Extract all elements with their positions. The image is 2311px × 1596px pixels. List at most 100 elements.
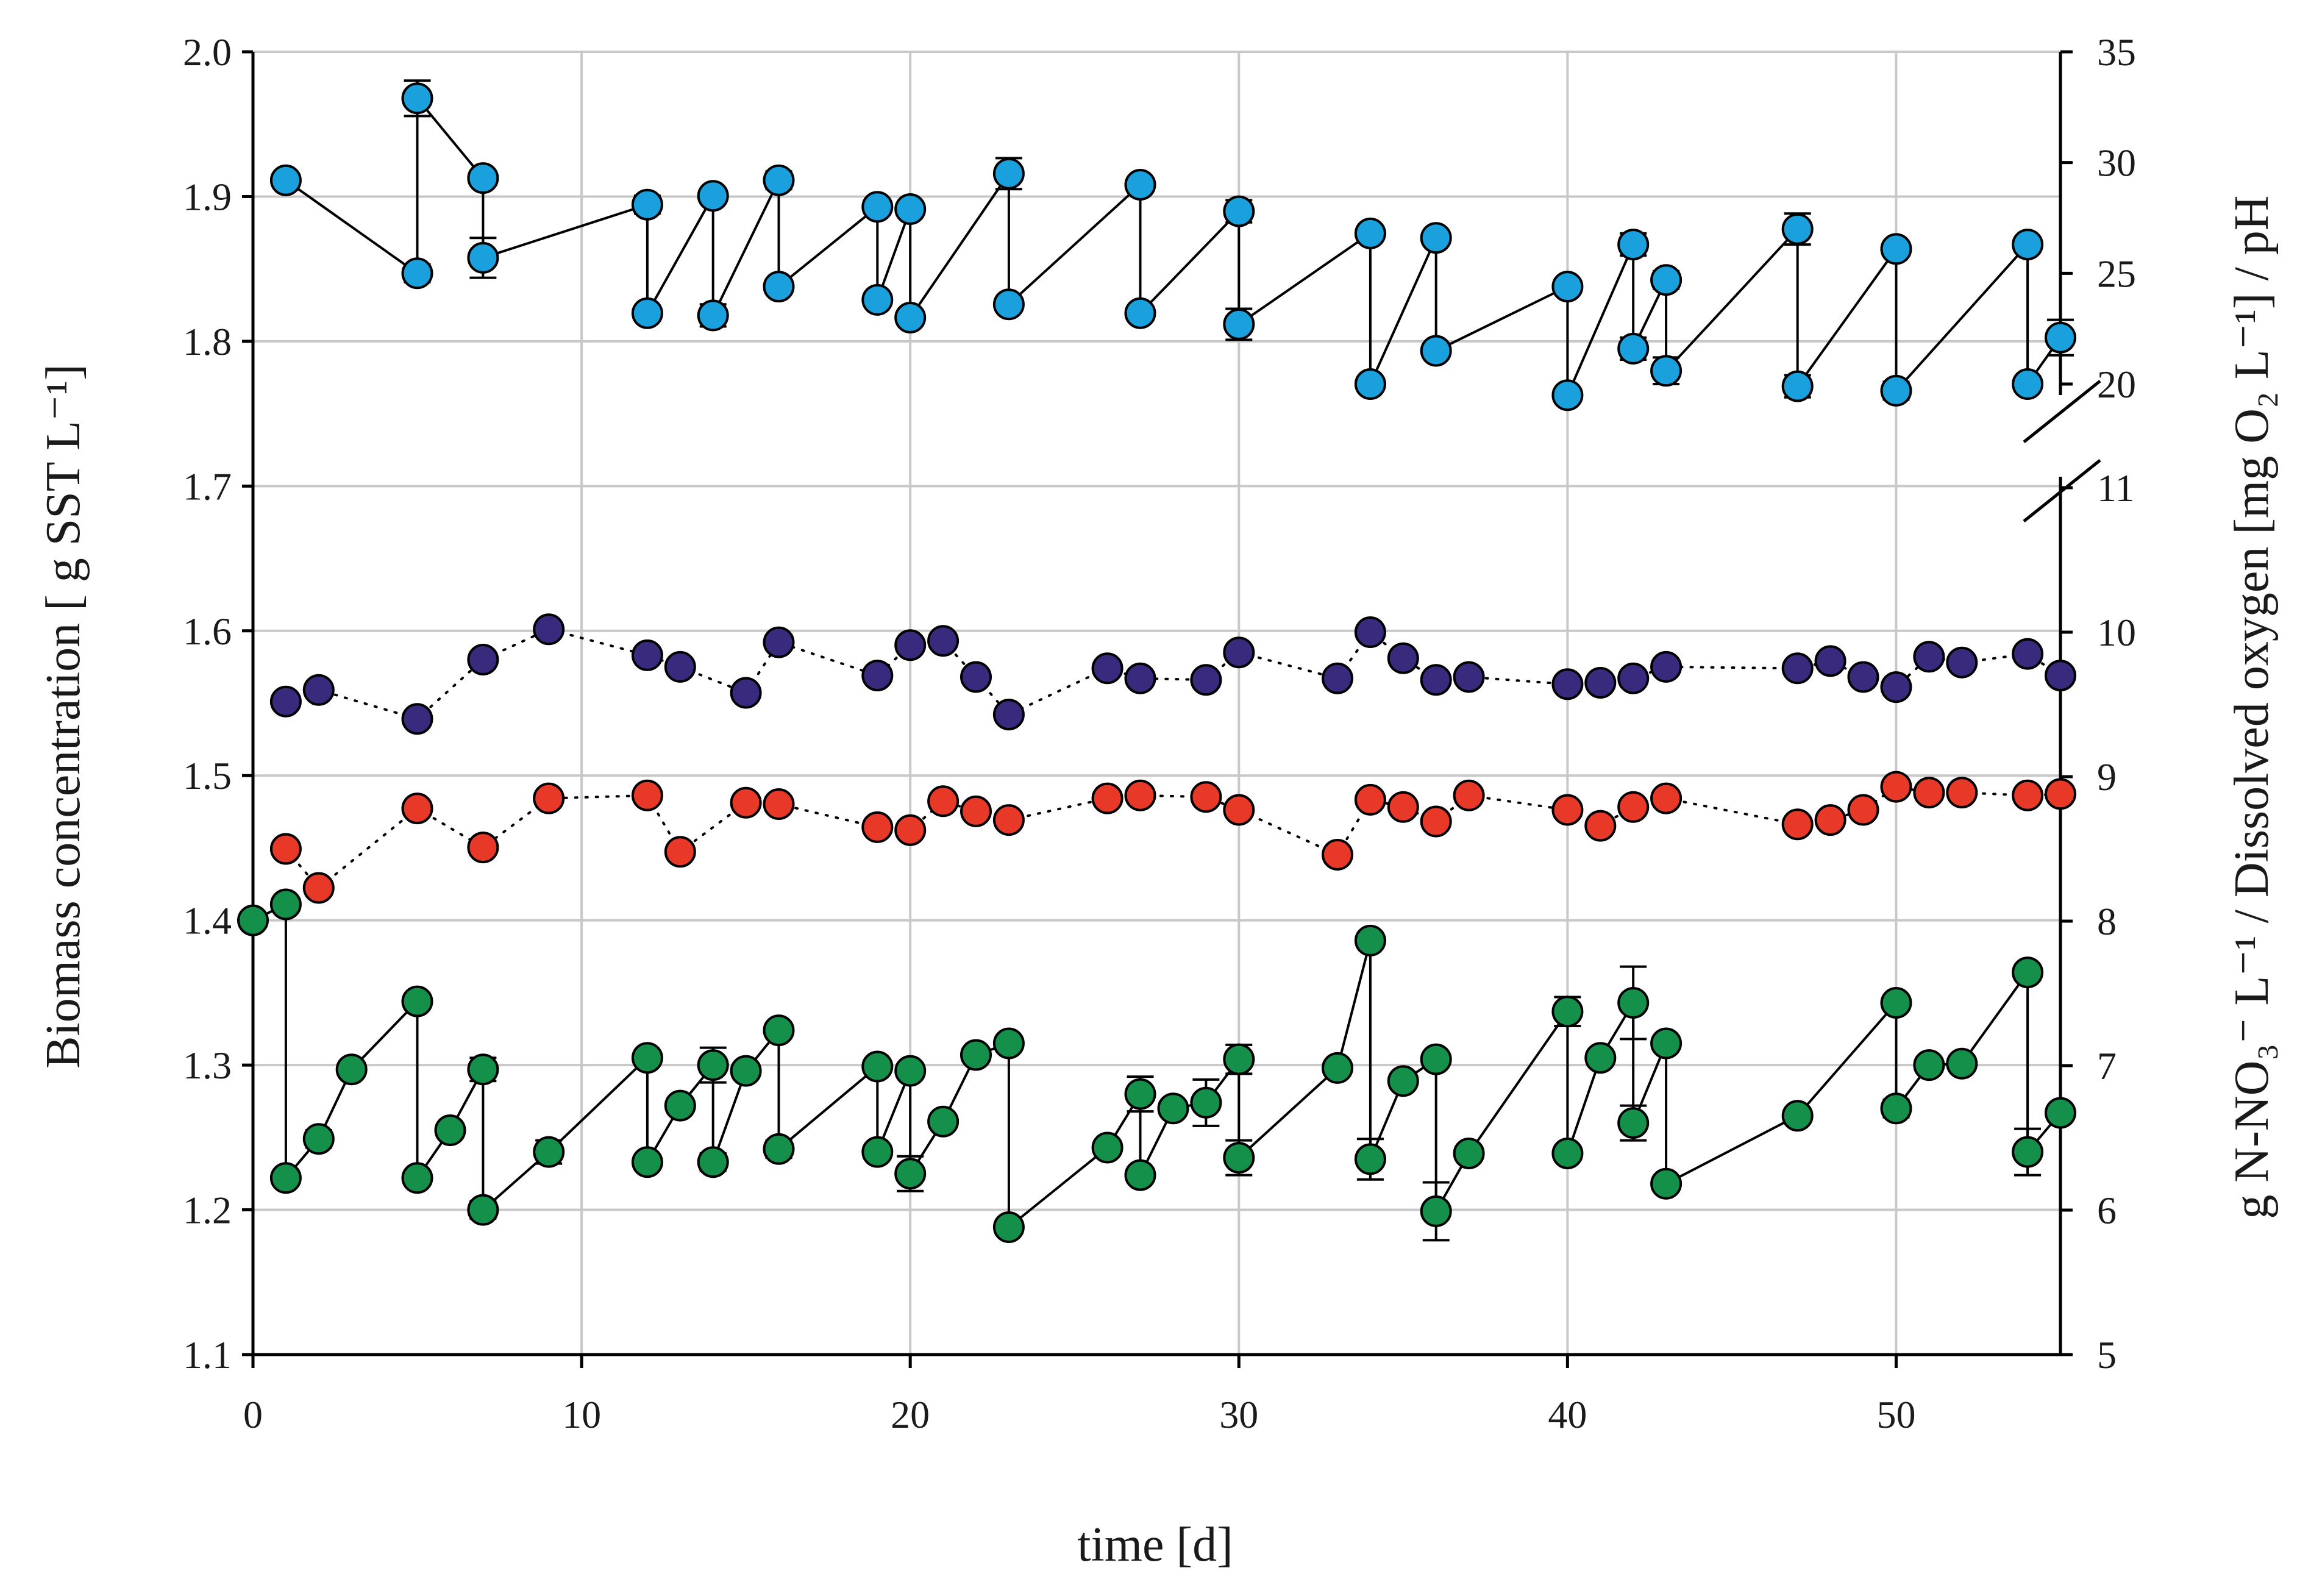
dissolved-oxygen-point: [1551, 379, 1584, 411]
dissolved-oxygen-point: [1781, 213, 1814, 245]
biomass-point: [1946, 1047, 1978, 1080]
n-no3--point: [730, 786, 762, 819]
n-no3--point: [1847, 794, 1879, 826]
ph-point: [1847, 661, 1879, 693]
biomass-point: [631, 1146, 663, 1178]
dissolved-oxygen-point: [763, 164, 795, 196]
biomass-point: [1157, 1092, 1189, 1125]
n-no3--point: [1880, 771, 1912, 803]
n-no3--point: [1091, 782, 1123, 814]
dissolved-oxygen-point: [763, 271, 795, 303]
y-left-tick-label: 1.1: [183, 1333, 232, 1377]
ph-point: [2012, 638, 2044, 670]
y-right-tick-label: 20: [2097, 363, 2136, 406]
n-no3--point: [1946, 777, 1978, 809]
dissolved-oxygen-point: [1223, 195, 1255, 227]
biomass-point: [1387, 1065, 1419, 1097]
dissolved-oxygen-point: [1354, 217, 1386, 249]
biomass-point: [1124, 1078, 1156, 1110]
ph-point: [1124, 662, 1156, 694]
dissolved-oxygen-point: [1650, 355, 1683, 387]
ph-point: [1946, 646, 1978, 679]
ph-point: [1091, 652, 1123, 685]
biomass-point: [730, 1055, 762, 1087]
biomass-point: [401, 985, 433, 1017]
ph-point: [960, 661, 992, 693]
n-no3--point: [1420, 805, 1452, 838]
n-no3--point: [1190, 781, 1222, 813]
n-no3--point: [927, 785, 960, 818]
ph-point: [1913, 641, 1945, 673]
n-no3--point: [1551, 794, 1584, 826]
dissolved-oxygen-point: [1781, 370, 1814, 402]
biomass-point: [1880, 987, 1912, 1019]
biomass-point: [2012, 1136, 2044, 1168]
x-tick-label: 30: [1219, 1393, 1258, 1436]
n-no3--point: [401, 793, 433, 825]
ph-point: [1420, 664, 1452, 696]
dissolved-oxygen-point: [697, 180, 729, 212]
biomass-point: [960, 1039, 992, 1071]
dissolved-oxygen-point: [467, 162, 499, 194]
y-left-tick-label: 1.3: [183, 1044, 232, 1087]
ph-point: [1551, 668, 1584, 700]
series-dissolved-oxygen: [269, 79, 2076, 411]
x-tick-label: 10: [562, 1393, 601, 1436]
ph-point: [2045, 660, 2076, 692]
n-no3--point: [302, 872, 335, 904]
y-right-tick-label: 25: [2097, 252, 2136, 295]
n-no3--point: [1781, 808, 1814, 841]
biomass-point: [992, 1211, 1025, 1243]
axis-break-mark: [2023, 459, 2101, 522]
dissolved-oxygen-point: [697, 299, 729, 332]
biomass-point: [664, 1089, 696, 1122]
dissolved-oxygen-line: [285, 94, 2062, 396]
biomass-point: [1913, 1049, 1945, 1081]
dissolved-oxygen-point: [2045, 321, 2076, 354]
dissolved-oxygen-point: [1420, 222, 1452, 254]
n-no3--point: [631, 779, 663, 811]
biomass-point: [2045, 1097, 2076, 1129]
ph-point: [992, 699, 1025, 731]
ph-point: [1322, 662, 1353, 694]
biomass-point: [2012, 957, 2044, 989]
dissolved-oxygen-point: [1617, 229, 1650, 261]
biomass-point: [861, 1050, 894, 1083]
biomass-point: [894, 1158, 927, 1190]
ph-point: [894, 629, 927, 661]
n-no3--point: [1322, 839, 1353, 871]
dissolved-oxygen-point: [401, 257, 433, 290]
biomass-point: [927, 1105, 960, 1138]
ph-point: [269, 685, 302, 718]
biomass-point: [1091, 1131, 1123, 1164]
biomass-point: [1322, 1052, 1353, 1084]
y-left-tick-label: 1.8: [183, 320, 232, 363]
dissolved-oxygen-point: [2012, 229, 2044, 261]
ph-point: [467, 644, 499, 675]
series-biomass: [237, 888, 2076, 1243]
dissolved-oxygen-point: [861, 283, 894, 316]
n-no3--point: [1617, 791, 1650, 823]
biomass-point: [1617, 987, 1650, 1019]
n-no3--point: [664, 836, 696, 868]
grid: [253, 51, 2060, 1356]
axes: 1.1 1.2 1.3 1.4 1.5 1.6 1.7 1.8 1.9 2.0 0 10 20 30 40 5…: [183, 30, 2136, 1436]
biomass-point: [697, 1146, 729, 1178]
dissolved-oxygen-point: [1420, 335, 1452, 367]
y-right-tick-label: 7: [2097, 1044, 2117, 1088]
dissolved-oxygen-point: [1617, 332, 1650, 365]
ph-point: [1584, 667, 1617, 699]
y-right-tick-label: 5: [2097, 1333, 2117, 1377]
n-no3--point: [269, 833, 302, 865]
biomass-point: [269, 888, 302, 921]
biomass-point: [1551, 996, 1584, 1028]
y-left-tick-label: 2.0: [183, 30, 232, 74]
dissolved-oxygen-point: [894, 193, 927, 225]
ph-point: [1781, 652, 1814, 685]
biomass-point: [1354, 924, 1386, 957]
n-no3--point: [1650, 782, 1683, 814]
ph-point: [1387, 642, 1419, 674]
y-left-tick-label: 1.2: [183, 1189, 232, 1232]
n-no3--point: [1223, 794, 1255, 826]
biomass-point: [631, 1042, 663, 1074]
